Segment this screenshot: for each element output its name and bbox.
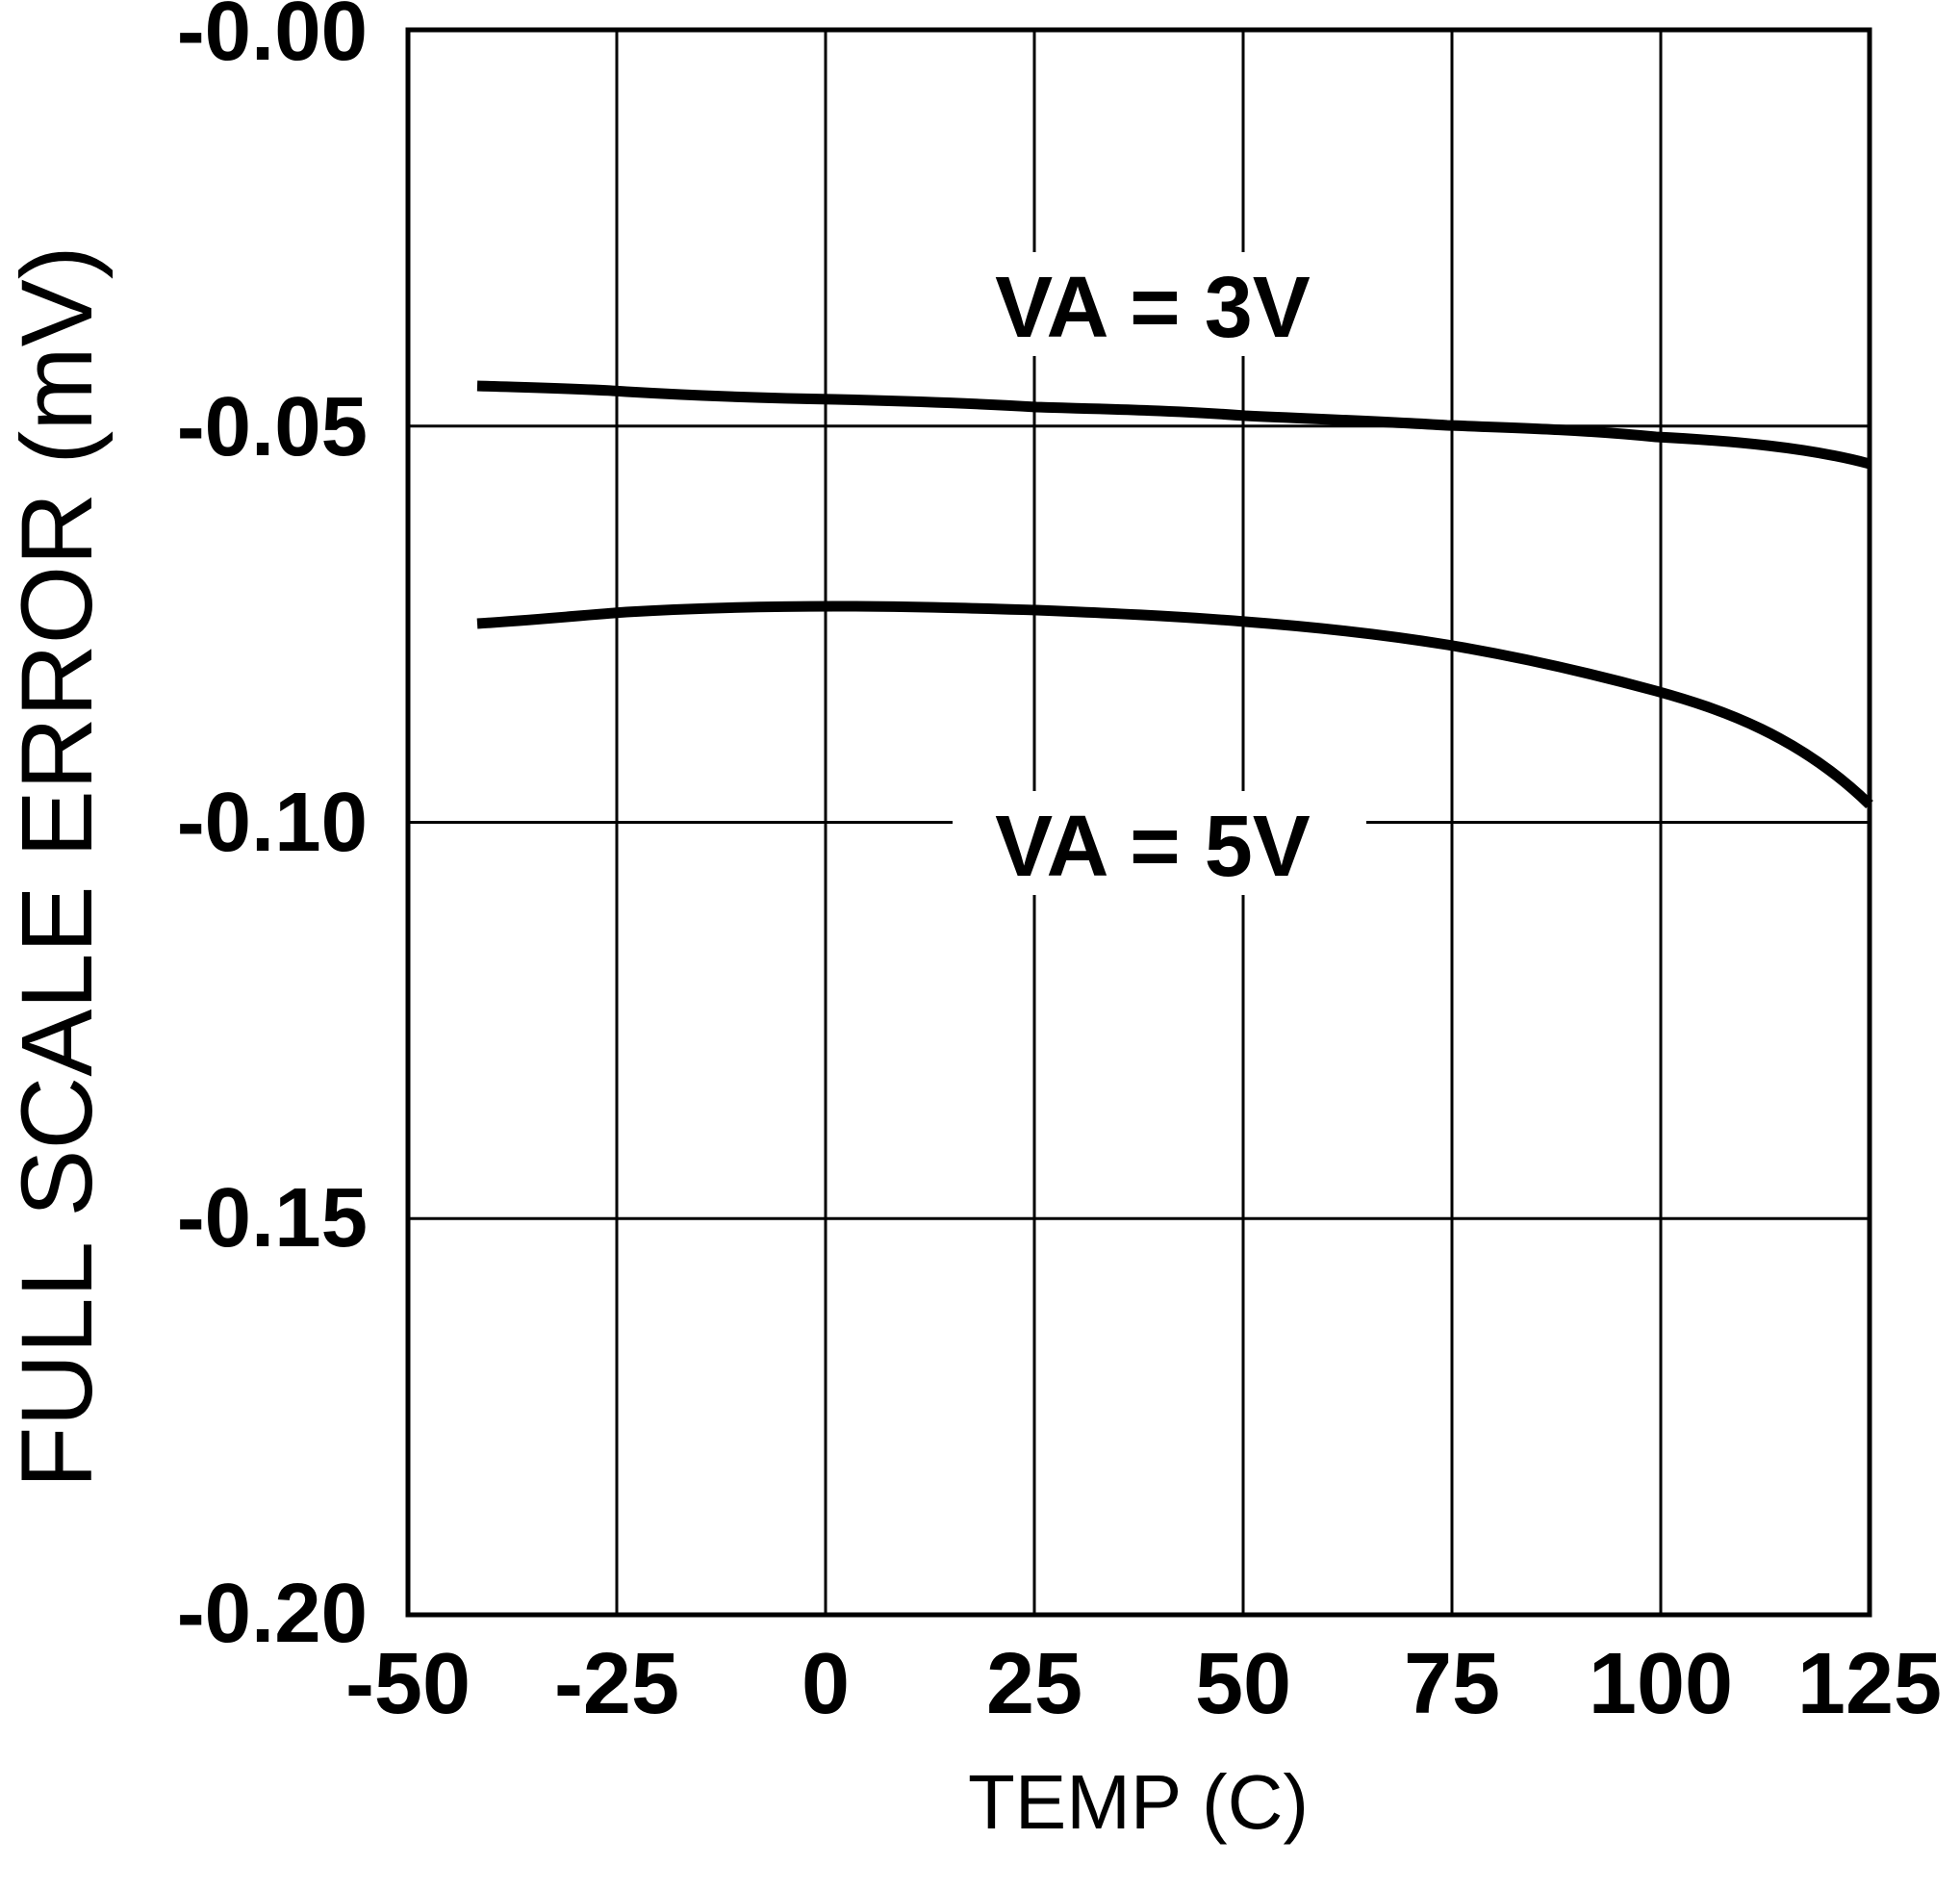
svg-text:VA = 3V: VA = 3V <box>995 260 1311 356</box>
svg-text:100: 100 <box>1589 1636 1733 1732</box>
svg-text:-0.00: -0.00 <box>177 0 368 78</box>
svg-text:-0.20: -0.20 <box>177 1567 368 1660</box>
svg-text:-0.10: -0.10 <box>177 776 368 869</box>
svg-text:125: 125 <box>1797 1636 1942 1732</box>
svg-text:0: 0 <box>802 1636 850 1732</box>
svg-text:75: 75 <box>1404 1636 1500 1732</box>
svg-text:50: 50 <box>1195 1636 1291 1732</box>
svg-text:FULL SCALE ERROR (mV): FULL SCALE ERROR (mV) <box>1 245 114 1488</box>
svg-text:25: 25 <box>986 1636 1082 1732</box>
svg-text:-0.05: -0.05 <box>177 380 368 473</box>
svg-text:TEMP (C): TEMP (C) <box>968 1759 1309 1845</box>
svg-text:-25: -25 <box>554 1636 679 1732</box>
svg-text:-0.15: -0.15 <box>177 1171 368 1265</box>
svg-text:VA = 5V: VA = 5V <box>995 799 1311 895</box>
svg-text:-50: -50 <box>345 1636 471 1732</box>
